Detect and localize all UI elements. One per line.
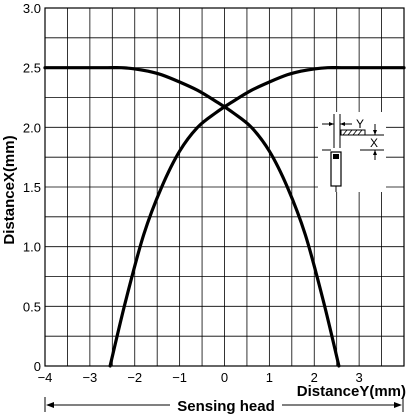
right-arrow-icon	[394, 402, 402, 408]
y-tick-label: 3.0	[23, 1, 41, 16]
y-tick-label: 0.5	[23, 299, 41, 314]
y-tick-label: 1.5	[23, 180, 41, 195]
y-arrow-left-icon	[329, 122, 334, 126]
sensing-head-label: Sensing head	[177, 398, 275, 415]
left-arrow-icon	[46, 402, 54, 408]
x-tick-label: 0	[221, 370, 228, 385]
curves	[43, 66, 406, 368]
x-arrow-top-icon	[373, 130, 377, 135]
x-tick-label: −3	[82, 370, 97, 385]
y-tick-label: 2.0	[23, 120, 41, 135]
y-arrow-right-icon	[340, 122, 345, 126]
series-line-2	[43, 66, 341, 368]
series-line-1	[108, 66, 406, 368]
y-tick-label: 1.0	[23, 240, 41, 255]
sensor-inset-diagram: Y X	[318, 112, 386, 192]
plot-frame	[44, 7, 405, 367]
x-tick-label: 1	[266, 370, 273, 385]
x-arrow-bottom-icon	[373, 150, 377, 155]
x-tick-label: −1	[172, 370, 187, 385]
y-tick-label: 0	[34, 359, 41, 374]
tick-labels: −4 −3 −2 −1 0 1 2 3 0 0.5 1.0 1.5 2.0 2.5 3.0	[23, 1, 363, 385]
y-axis-title: DistanceX(mm)	[1, 135, 18, 244]
x-tick-label: 2	[311, 370, 318, 385]
y-tick-label: 2.5	[23, 61, 41, 76]
x-tick-label: −4	[38, 370, 53, 385]
x-axis-title: DistanceY(mm)	[297, 383, 406, 400]
x-tick-label: −2	[127, 370, 142, 385]
inset-y-label: Y	[356, 117, 364, 131]
inset-x-label: X	[370, 136, 378, 150]
x-tick-label: 3	[356, 370, 363, 385]
sensing-head-dimension: Sensing head	[44, 397, 404, 415]
